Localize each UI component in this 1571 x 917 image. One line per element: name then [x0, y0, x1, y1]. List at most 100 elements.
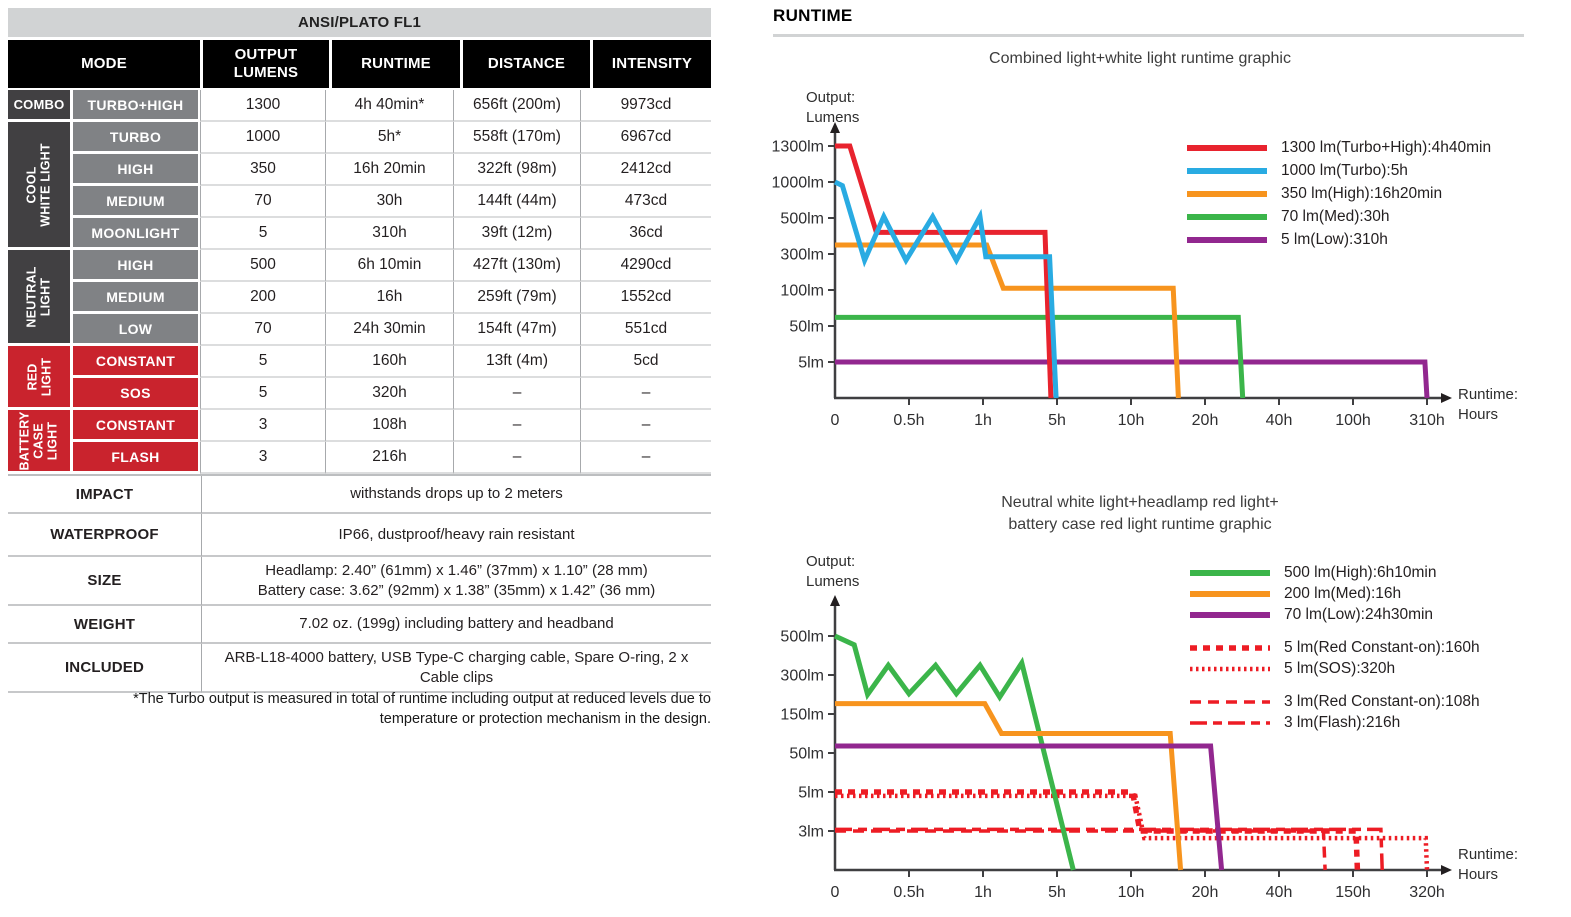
x-tick-label: 10h	[1118, 412, 1145, 429]
spec-table: ANSI/PLATO FL1 MODE OUTPUT LUMENS RUNTIM…	[8, 8, 711, 693]
value-cell-lumens: 3	[200, 410, 326, 442]
value-cell-intensity: 2412cd	[581, 154, 711, 186]
value-cell-lumens: 1300	[200, 90, 326, 122]
legend-item: 3 lm(Red Constant-on):108h	[1188, 691, 1480, 712]
value-cell-runtime: 5h*	[326, 122, 454, 154]
legend-item: 5 lm(Red Constant-on):160h	[1188, 637, 1480, 658]
value-cell-intensity: 1552cd	[581, 282, 711, 314]
legend-label: 70 lm(Low):24h30min	[1284, 605, 1434, 623]
spec-label-included: INCLUDED	[8, 644, 202, 693]
mode-cell: LOW	[73, 314, 200, 346]
mode-cell: SOS	[73, 378, 200, 410]
legend-swatch-line	[1190, 590, 1270, 597]
table-title: ANSI/PLATO FL1	[8, 8, 711, 37]
value-cell-distance: 558ft (170m)	[454, 122, 581, 154]
value-cell-runtime: 24h 30min	[326, 314, 454, 346]
y-tick-label: 300lm	[780, 668, 824, 685]
chart2-legend: 500 lm(High):6h10min 200 lm(Med):16h 70 lm…	[1188, 562, 1480, 733]
group-label: COOL WHITE LIGHT	[25, 142, 54, 227]
value-cell-intensity: –	[581, 442, 711, 474]
series-70-lm-med-30h	[835, 314, 1246, 399]
value-cell-runtime: 4h 40min*	[326, 90, 454, 122]
value-cell-intensity: 9973cd	[581, 90, 711, 122]
value-cell-lumens: 500	[200, 250, 326, 282]
spec-label-size: SIZE	[8, 557, 202, 606]
legend-label: 70 lm(Med):30h	[1281, 207, 1390, 225]
legend-label: 3 lm(Red Constant-on):108h	[1284, 692, 1480, 710]
legend-swatch-line	[1190, 699, 1270, 704]
legend-item: 70 lm(Low):24h30min	[1188, 604, 1480, 625]
x-tick-label: 1h	[974, 884, 992, 901]
value-cell-distance: 13ft (4m)	[454, 346, 581, 378]
x-tick-label: 40h	[1266, 412, 1293, 429]
chart2-plot: 0 0.5h 1h 5h 10h 20h 40h 150h 320h 3lm 5lm 50lm 150l…	[780, 595, 1452, 901]
mode-cell: HIGH	[73, 250, 200, 282]
x-tick-label: 40h	[1266, 884, 1293, 901]
value-cell-distance: 144ft (44m)	[454, 186, 581, 218]
legend-item: 500 lm(High):6h10min	[1188, 562, 1480, 583]
group-cell-combo: COMBO	[8, 90, 73, 122]
value-cell-intensity: 473cd	[581, 186, 711, 218]
y-tick-label: 300lm	[780, 247, 824, 264]
y-tick-label: 100lm	[780, 283, 824, 300]
x-tick-label: 10h	[1118, 884, 1145, 901]
chart1-y-axis-label: Output: Lumens	[806, 89, 860, 126]
runtime-heading: RUNTIME	[773, 6, 853, 25]
value-cell-lumens: 5	[200, 218, 326, 250]
legend-swatch-line	[1190, 666, 1270, 671]
x-tick-label: 5h	[1048, 884, 1066, 901]
x-tick-label: 1h	[974, 412, 992, 429]
divider-rule	[773, 34, 1524, 37]
value-cell-runtime: 310h	[326, 218, 454, 250]
value-cell-distance: –	[454, 378, 581, 410]
series-70-lm-low-24h30min	[835, 743, 1225, 871]
legend-item: 200 lm(Med):16h	[1188, 583, 1480, 604]
y-tick-label: 1300lm	[772, 139, 824, 156]
column-header-intensity: INTENSITY	[593, 40, 711, 88]
legend-label: 3 lm(Flash):216h	[1284, 713, 1401, 731]
x-axis-arrow	[1441, 393, 1452, 403]
legend-item: 70 lm(Med):30h	[1185, 205, 1491, 228]
series-5-lm-red-constant-on-160h	[835, 789, 1361, 871]
spec-label-waterproof: WATERPROOF	[8, 514, 202, 557]
table-header-row: MODE OUTPUT LUMENS RUNTIME DISTANCE INTE…	[8, 40, 711, 88]
legend-label: 200 lm(Med):16h	[1284, 584, 1402, 602]
column-header-runtime: RUNTIME	[332, 40, 460, 88]
x-tick-label: 310h	[1409, 412, 1445, 429]
y-tick-label: 50lm	[789, 319, 824, 336]
legend-label: 5 lm(Low):310h	[1281, 230, 1388, 248]
legend-item: 3 lm(Flash):216h	[1188, 712, 1480, 733]
y-tick-label: 5lm	[798, 355, 824, 372]
value-cell-runtime: 6h 10min	[326, 250, 454, 282]
legend-item: 1000 lm(Turbo):5h	[1185, 159, 1491, 182]
mode-cell: FLASH	[73, 442, 200, 474]
y-tick-label: 3lm	[798, 824, 824, 841]
x-tick-label: 150h	[1335, 884, 1371, 901]
value-cell-runtime: 320h	[326, 378, 454, 410]
value-cell-lumens: 200	[200, 282, 326, 314]
legend-swatch-line	[1190, 611, 1270, 618]
value-cell-lumens: 1000	[200, 122, 326, 154]
value-cell-runtime: 16h	[326, 282, 454, 314]
column-header-distance: DISTANCE	[463, 40, 590, 88]
value-cell-lumens: 350	[200, 154, 326, 186]
series-1000-lm-turbo-5h	[833, 179, 1059, 399]
x-tick-label: 0.5h	[893, 884, 924, 901]
value-cell-runtime: 160h	[326, 346, 454, 378]
group-label: COMBO	[13, 97, 65, 112]
mode-cell: HIGH	[73, 154, 200, 186]
value-cell-runtime: 108h	[326, 410, 454, 442]
legend-item: 350 lm(High):16h20min	[1185, 182, 1491, 205]
value-cell-distance: 154ft (47m)	[454, 314, 581, 346]
spec-label-weight: WEIGHT	[8, 606, 202, 644]
value-cell-intensity: 6967cd	[581, 122, 711, 154]
group-cell-battery-case-light: BATTERY CASE LIGHT	[8, 410, 73, 474]
value-cell-distance: 259ft (79m)	[454, 282, 581, 314]
x-tick-label: 320h	[1409, 884, 1445, 901]
legend-label: 5 lm(Red Constant-on):160h	[1284, 638, 1480, 656]
mode-cell: MOONLIGHT	[73, 218, 200, 250]
value-cell-intensity: –	[581, 410, 711, 442]
chart1-x-axis-label: Runtime: Hours	[1458, 386, 1519, 423]
spec-value-size: Headlamp: 2.40” (61mm) x 1.46” (37mm) x …	[202, 557, 711, 606]
spec-value-included: ARB-L18-4000 battery, USB Type-C chargin…	[202, 644, 711, 693]
